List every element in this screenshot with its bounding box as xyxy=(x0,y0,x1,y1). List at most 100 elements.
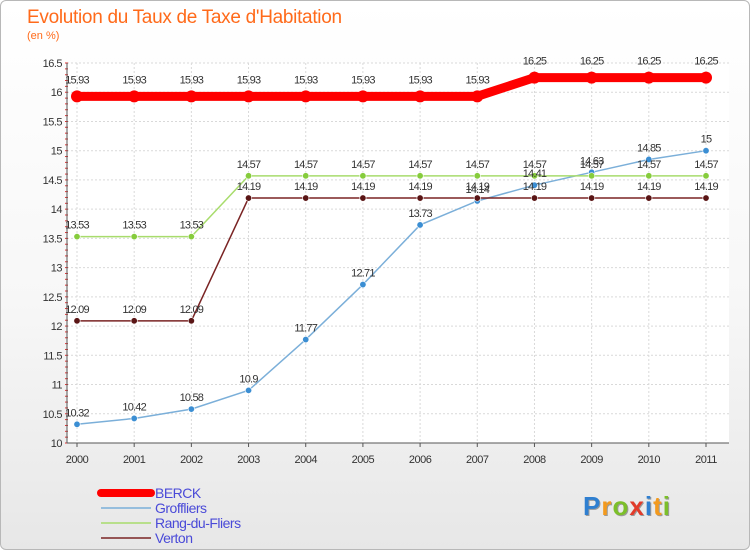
data-label: 13.73 xyxy=(408,208,432,220)
data-label: 14.63 xyxy=(580,155,604,167)
data-label: 12.09 xyxy=(65,304,89,316)
data-point xyxy=(245,386,253,394)
data-point xyxy=(416,221,424,229)
x-tick-label: 2007 xyxy=(466,454,489,466)
data-labels: 15.93 15.93 15.93 15.93 15.93 15.93 15.93 15.93… xyxy=(65,56,719,420)
data-label: 15.93 xyxy=(466,74,490,86)
y-tick-label: 10.5 xyxy=(43,409,63,421)
data-label: 12.71 xyxy=(351,268,375,280)
data-label: 14.19 xyxy=(408,181,432,193)
data-point xyxy=(473,194,481,202)
data-point xyxy=(645,172,653,180)
logo-letter: o xyxy=(612,491,630,521)
data-label: 14.57 xyxy=(351,159,375,171)
data-point xyxy=(71,90,83,103)
y-tick-label: 13 xyxy=(51,263,63,275)
data-point xyxy=(356,90,369,103)
series-rang-du-fliers xyxy=(73,172,710,241)
data-label: 13.53 xyxy=(65,220,89,232)
data-point xyxy=(588,172,596,180)
data-point xyxy=(359,194,367,202)
series-berck xyxy=(71,71,712,103)
data-point xyxy=(302,194,310,202)
y-tick-label: 15 xyxy=(51,146,63,158)
data-label: 14.57 xyxy=(637,159,661,171)
data-point xyxy=(700,71,712,84)
data-point xyxy=(530,172,538,180)
data-label: 11.77 xyxy=(294,323,317,335)
data-point xyxy=(416,172,424,180)
data-label: 15.93 xyxy=(180,74,204,86)
data-point xyxy=(359,172,367,180)
x-tick-label: 2010 xyxy=(638,454,661,466)
data-label: 10.9 xyxy=(239,373,258,385)
data-point xyxy=(242,90,255,103)
data-point xyxy=(645,155,653,163)
x-tick-label: 2011 xyxy=(695,454,717,466)
data-point xyxy=(645,194,653,202)
data-label: 15.93 xyxy=(122,74,146,86)
data-point xyxy=(73,233,81,241)
y-tick-label: 14 xyxy=(51,204,63,216)
data-point xyxy=(187,405,195,413)
data-label: 14.57 xyxy=(237,159,261,171)
data-label: 14.19 xyxy=(637,181,661,193)
chart-title: Evolution du Taux de Taxe d'Habitation xyxy=(27,7,342,28)
data-point xyxy=(585,71,598,84)
y-tick-label: 10 xyxy=(51,438,63,450)
data-point xyxy=(473,172,481,180)
data-point xyxy=(130,414,138,422)
data-point xyxy=(128,90,141,103)
data-label: 14.57 xyxy=(408,159,432,171)
x-tick-label: 2001 xyxy=(123,454,146,466)
data-point xyxy=(130,233,138,241)
data-point xyxy=(702,147,710,155)
x-tick-label: 2000 xyxy=(66,454,89,466)
data-label: 14.19 xyxy=(523,181,547,193)
legend-label: BERCK xyxy=(155,485,202,501)
data-label: 14.19 xyxy=(294,181,318,193)
data-label: 14.57 xyxy=(294,159,318,171)
y-tick-label: 11.5 xyxy=(43,350,62,362)
data-point xyxy=(530,194,538,202)
data-point xyxy=(187,317,195,325)
data-point xyxy=(528,71,541,84)
data-point xyxy=(130,317,138,325)
data-point xyxy=(245,194,253,202)
x-tick-label: 2005 xyxy=(352,454,375,466)
x-tick-label: 2002 xyxy=(180,454,203,466)
data-label: 16.25 xyxy=(637,56,661,68)
y-tick-label: 13.5 xyxy=(43,233,63,245)
data-point xyxy=(588,194,596,202)
data-point xyxy=(416,194,424,202)
logo-letter: t xyxy=(653,491,663,521)
series-verton xyxy=(73,194,710,325)
data-label: 14.57 xyxy=(580,159,604,171)
data-label: 13.53 xyxy=(180,220,204,232)
data-label: 14.19 xyxy=(580,181,604,193)
series-lines xyxy=(71,71,712,428)
data-label: 14.57 xyxy=(694,159,718,171)
series-line xyxy=(77,175,706,238)
y-tick-label: 11 xyxy=(52,380,63,392)
data-point xyxy=(185,90,198,103)
data-point xyxy=(359,281,367,289)
data-label: 13.53 xyxy=(122,220,146,232)
series-groffliers xyxy=(73,147,710,428)
data-label: 12.09 xyxy=(122,304,146,316)
data-point xyxy=(530,181,538,189)
data-point xyxy=(702,194,710,202)
data-point xyxy=(702,172,710,180)
data-point xyxy=(414,90,427,103)
data-point xyxy=(471,90,484,103)
data-label: 15.93 xyxy=(65,74,89,86)
data-label: 16.25 xyxy=(580,56,604,68)
data-label: 14.57 xyxy=(523,159,547,171)
data-point xyxy=(299,90,312,103)
data-label: 14.19 xyxy=(237,181,261,193)
data-label: 15.93 xyxy=(408,74,432,86)
x-tick-label: 2009 xyxy=(580,454,603,466)
data-point xyxy=(642,71,655,84)
